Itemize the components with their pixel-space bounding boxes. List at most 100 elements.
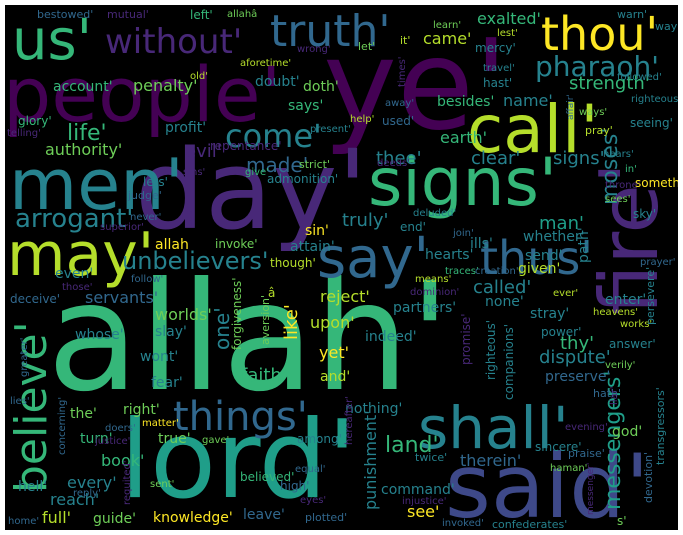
word-attain: attain' [290,239,335,255]
word-preserve: preserve' [545,369,611,385]
word-men: men' [9,144,184,226]
word-devotion: devotion' [642,451,655,503]
word-thus: thus' [480,231,593,285]
word-left: left' [190,8,213,22]
word-profit: profit' [165,120,207,136]
word-sky: sky' [633,207,657,221]
word-judge: judge' [128,189,162,202]
word-hell: hell' [18,479,48,495]
word-followed: followed' [617,72,662,83]
word-slay: slay' [155,324,187,340]
word-worlds: worlds' [155,305,212,324]
word-doers: doers' [105,423,136,434]
word-lord: lord' [120,398,357,523]
word-never: never' [130,212,162,223]
word-present: present' [310,124,351,135]
word-knowledge: knowledge' [153,510,233,526]
word-lets: lets' [143,175,168,189]
word-concerning: concerning' [57,396,68,455]
word-deceive: deceive' [10,292,61,306]
word-said: said' [445,435,650,531]
word-wrong: wrong' [297,44,331,55]
word-promise: promise' [459,313,473,365]
word-something: something' [635,176,678,190]
word-therein: therein' [460,451,522,470]
word-stray: stray' [530,306,570,322]
word-verily: verily' [605,360,636,371]
word-follow: follow' [131,274,164,285]
word-soon: soon' [184,200,195,227]
word-wont: wont' [140,349,179,365]
word-injustice: injustice' [402,496,447,507]
word-learn: learn' [433,20,462,31]
word-it: it' [400,34,411,47]
word-reach: reach' [50,490,100,509]
word-full: full' [42,508,72,527]
word-righteous-small: righteous' [631,94,678,105]
word-aversion: aversion' [259,294,272,345]
word-hast: hast' [483,76,513,90]
word-liar: liar' [609,386,620,405]
word-see: see' [407,502,440,521]
word-away: away' [385,98,415,109]
word-hears: hears' [603,149,634,160]
word-command: command' [381,482,455,498]
word-upon: upon' [310,313,355,332]
word-reject: reject' [320,287,370,306]
word-plotted: plotted' [305,511,348,524]
word-sins: sins' [183,167,206,178]
word-ways: ways' [579,107,608,118]
word-hearts: hearts' [425,247,474,263]
word-doth: doth' [303,79,339,95]
word-name: name' [503,91,553,110]
word-ye: ye' [323,13,509,158]
word-pray: pray' [585,124,613,137]
word-allah-small: allah [155,237,189,253]
word-sees: sees' [605,194,631,205]
word-thy: thy' [560,333,595,354]
word-things: things' [173,394,308,440]
word-whose: whose' [75,327,124,343]
word-matter: matter' [142,418,179,429]
word-besides: besides' [437,94,495,110]
word-works: works' [620,319,653,330]
word-high: high' [280,479,310,493]
word-true: true' [158,431,191,447]
word-repentance: repentance' [210,139,282,153]
word-man: man' [539,213,584,234]
word-join: join' [453,228,474,239]
word-punishment: punishment' [361,410,380,510]
word-signs-small: signs' [553,148,605,169]
word-evil: evil' [185,141,222,162]
word-praise: praise' [568,447,605,460]
word-made: made' [246,153,309,177]
word-sincere: sincere' [535,440,582,454]
word-day: day' [135,126,368,254]
word-in: in' [625,164,637,175]
word-unbelievers: unbelievers' [122,247,269,275]
word-truly: truly' [342,210,389,231]
word-justice: justice' [95,436,131,447]
word-people: people' [5,50,282,139]
word-land: land' [385,433,439,458]
word-deluded: deluded' [413,208,457,219]
word-those: those' [62,282,93,293]
word-none: none' [485,294,524,310]
word-companions: companions' [502,323,516,400]
word-help: help' [350,114,375,125]
word-fear: fear' [151,375,183,391]
word-right: right' [123,402,160,418]
word-ills: ills' [470,236,493,252]
word-evening: evening' [565,422,608,433]
word-arrogant: arrogant' [15,204,134,234]
word-thou: thou' [541,7,659,61]
word-doubt: doubt' [255,74,300,90]
word-without: without' [105,22,243,62]
word-faith: faith' [241,365,287,386]
word-answer: answer' [609,337,656,351]
word-end: end' [400,220,426,234]
word-believe: believe' [6,321,57,493]
word-path: path' [576,227,592,263]
word-yet: yet' [319,343,349,362]
word-a: â [268,286,276,300]
